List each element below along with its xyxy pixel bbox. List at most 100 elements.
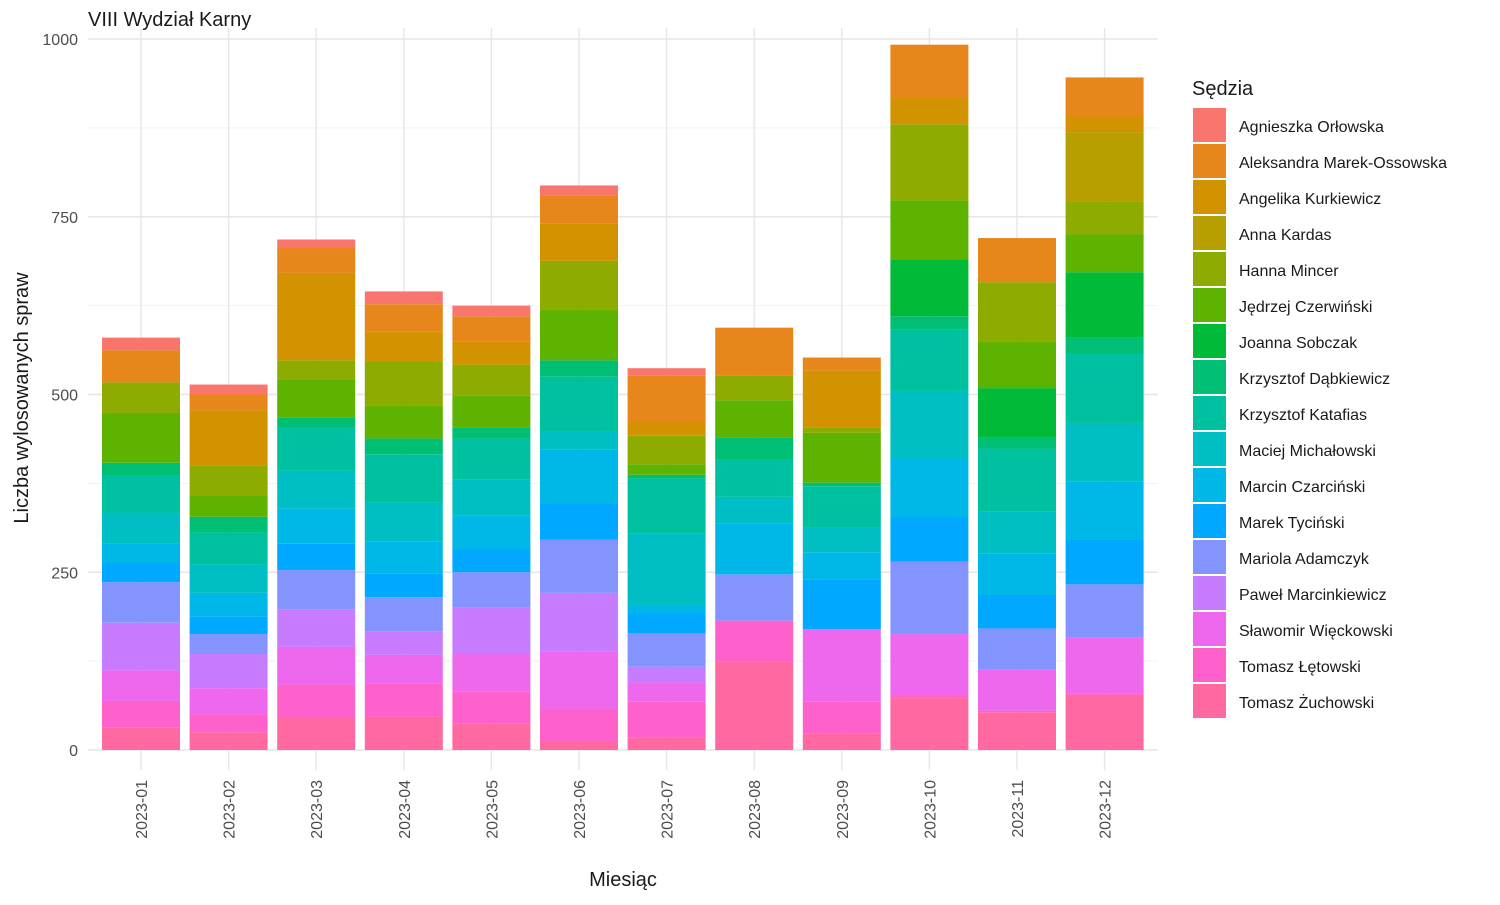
legend-swatch	[1193, 144, 1226, 178]
legend-label: Jędrzej Czerwiński	[1239, 299, 1372, 316]
bar-segment	[540, 195, 618, 224]
bar-segment	[890, 98, 969, 125]
bar-segment	[627, 737, 706, 750]
bar-segment	[364, 573, 443, 598]
legend-label: Tomasz Żuchowski	[1239, 693, 1374, 712]
legend-title: Sędzia	[1192, 78, 1254, 100]
bar-segment	[802, 733, 881, 750]
bar-segment	[189, 634, 268, 655]
y-tick-label: 500	[51, 388, 78, 405]
bar-segment	[277, 239, 356, 249]
bar-segment	[277, 508, 356, 544]
bar-segment	[978, 553, 1056, 596]
bar-segment	[1065, 694, 1144, 750]
bar-segment	[364, 541, 443, 574]
y-tick-label: 0	[69, 743, 78, 760]
bar-segment	[452, 654, 531, 692]
bar-segment	[978, 712, 1056, 750]
bar-segment	[890, 517, 969, 562]
legend-label: Anna Kardas	[1239, 227, 1332, 244]
bar-segment	[452, 515, 531, 550]
bar-segment	[890, 698, 969, 750]
bar-segment	[715, 574, 794, 621]
bar-segment	[452, 427, 531, 439]
legend-swatch	[1193, 648, 1226, 682]
x-tick-label: 2023-11	[1010, 780, 1027, 838]
bar-segment	[189, 516, 268, 533]
bar-segment	[978, 282, 1056, 342]
bar-segment	[1065, 539, 1144, 585]
bar-segment	[102, 475, 180, 513]
bar-segment	[890, 316, 969, 330]
bar-segment	[1065, 693, 1144, 695]
bar-segment	[189, 654, 268, 689]
bar-segment	[627, 682, 706, 702]
legend-swatch	[1193, 108, 1226, 142]
bar-segment	[890, 458, 969, 518]
bar-segment	[540, 539, 618, 593]
legend-label: Mariola Adamczyk	[1239, 551, 1370, 568]
bar-segment	[540, 431, 618, 450]
bar-segment	[102, 543, 180, 564]
bar-segment	[102, 350, 180, 383]
legend-label: Joanna Sobczak	[1239, 335, 1358, 352]
bar-segment	[540, 376, 618, 432]
bar-segment	[540, 651, 618, 710]
legend-swatch	[1193, 360, 1226, 394]
bar-segment	[1065, 353, 1144, 423]
bar-segment	[189, 532, 268, 565]
bars	[102, 44, 1144, 750]
bar-segment	[364, 631, 443, 655]
bar-segment	[978, 710, 1056, 713]
bar-segment	[1065, 116, 1144, 133]
legend-swatch	[1193, 216, 1226, 250]
bar-segment	[277, 684, 356, 719]
chart-title: VIII Wydział Karny	[88, 9, 251, 31]
bar-segment	[1065, 272, 1144, 338]
bar-segment	[189, 688, 268, 715]
bar-segment	[189, 714, 268, 733]
bar-segment	[802, 370, 881, 428]
bar-segment	[1065, 481, 1144, 540]
bar-segment	[452, 438, 531, 480]
x-tick-label: 2023-10	[922, 780, 939, 839]
legend-label: Maciej Michałowski	[1239, 443, 1376, 460]
bar-segment	[102, 337, 180, 351]
bar-segment	[102, 700, 180, 728]
bar-segment	[1065, 637, 1144, 694]
bar-segment	[627, 604, 706, 614]
bar-segment	[540, 223, 618, 261]
bar-segment	[1065, 422, 1144, 482]
legend-swatch	[1193, 432, 1226, 466]
bar-segment	[540, 360, 618, 377]
bar-segment	[802, 427, 881, 433]
bar-segment	[277, 646, 356, 685]
bar-segment	[715, 437, 794, 460]
legend-swatch	[1193, 612, 1226, 646]
bar-segment	[802, 432, 881, 483]
bar-segment	[540, 309, 618, 361]
bar-segment	[627, 701, 706, 738]
bar-segment	[890, 44, 969, 99]
bar-segment	[627, 375, 706, 422]
bar-segment	[102, 563, 180, 583]
bar-segment	[540, 185, 618, 196]
bar-segment	[890, 561, 969, 635]
x-tick-label: 2023-05	[484, 780, 501, 839]
bar-segment	[102, 582, 180, 623]
bar-segment	[627, 633, 706, 667]
bar-segment	[364, 438, 443, 455]
bar-segment	[1065, 584, 1144, 638]
bar-segment	[540, 503, 618, 540]
bar-segment	[452, 607, 531, 655]
bar-segment	[189, 410, 268, 466]
bar-segment	[277, 570, 356, 610]
bar-segment	[452, 479, 531, 516]
bar-segment	[627, 368, 706, 376]
bar-segment	[627, 435, 706, 465]
legend-swatch	[1193, 252, 1226, 286]
bar-segment	[277, 360, 356, 380]
bar-segment	[102, 727, 180, 750]
